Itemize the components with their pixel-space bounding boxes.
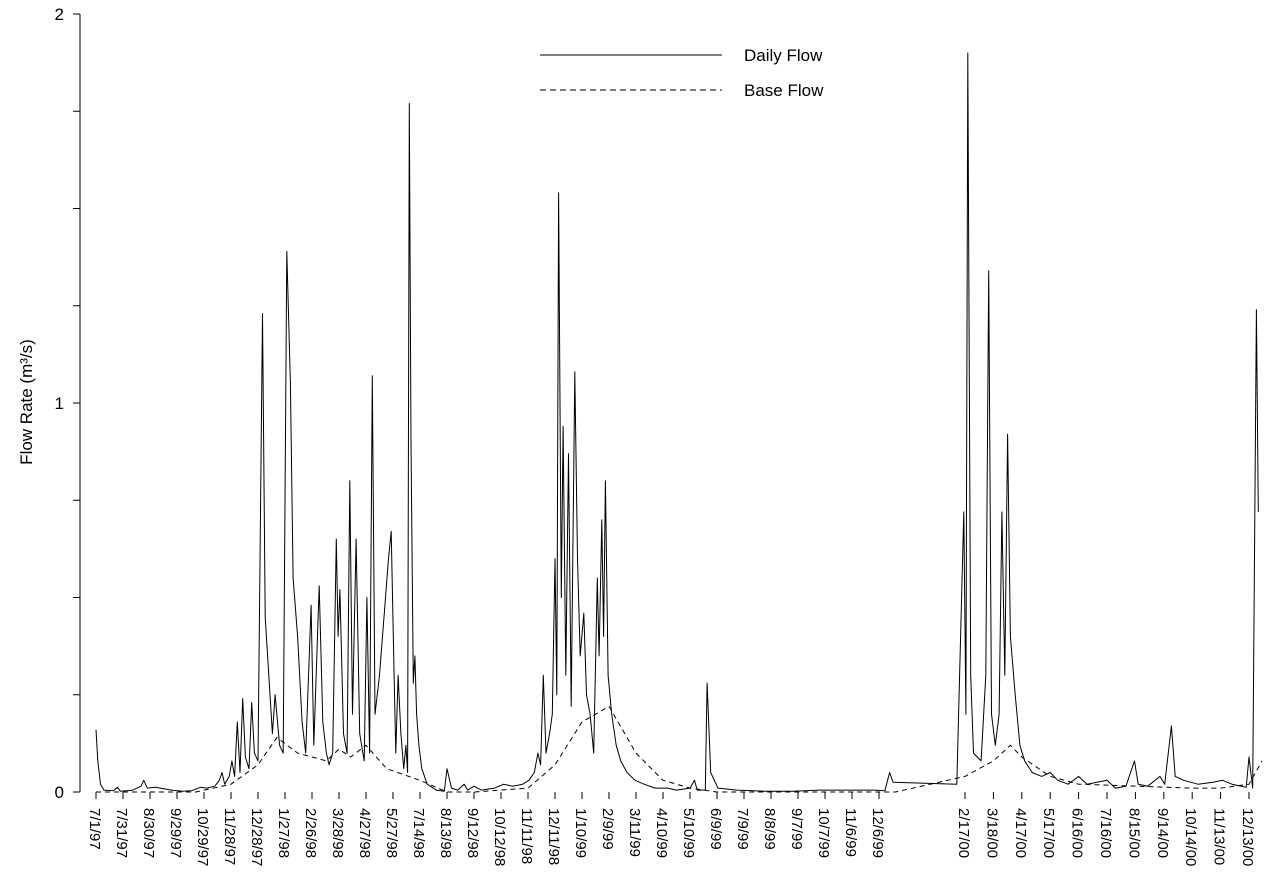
y-tick-label: 1 — [55, 394, 64, 413]
x-tick-label: 4/10/99 — [653, 808, 670, 858]
x-tick-label: 11/28/97 — [221, 808, 238, 865]
x-tick-label: 4/17/00 — [1012, 808, 1029, 858]
x-tick-label: 10/7/99 — [815, 808, 832, 858]
x-tick-label: 7/31/97 — [113, 808, 130, 858]
series-daily-flow-line — [95, 52, 1259, 792]
x-tick-label: 7/9/99 — [734, 808, 751, 850]
x-tick-label: 7/14/98 — [410, 808, 427, 858]
y-tick-label: 2 — [55, 5, 64, 24]
x-tick-label: 2/26/98 — [302, 808, 319, 858]
x-tick-label: 9/7/99 — [788, 808, 805, 850]
x-tick-label: 12/6/99 — [869, 808, 886, 858]
x-tick-label: 9/12/98 — [464, 808, 481, 858]
x-tick-label: 10/12/98 — [491, 808, 508, 866]
x-tick-label: 12/11/98 — [545, 808, 562, 865]
x-tick-label: 8/8/99 — [761, 808, 778, 850]
legend-daily-flow-label: Daily Flow — [744, 46, 823, 65]
x-tick-label: 11/6/99 — [842, 808, 859, 857]
x-tick-label: 10/29/97 — [194, 808, 211, 866]
x-tick-label: 5/27/98 — [383, 808, 400, 858]
x-tick-label: 2/9/99 — [599, 808, 616, 850]
x-tick-label: 12/28/97 — [248, 808, 265, 866]
x-tick-label: 1/10/99 — [572, 808, 589, 858]
x-tick-label: 8/30/97 — [140, 808, 157, 858]
series-base-flow-line — [96, 705, 1263, 793]
x-tick-label: 9/14/00 — [1154, 808, 1171, 858]
x-tick-label: 7/16/00 — [1097, 808, 1114, 858]
x-tick-label: 3/11/99 — [626, 808, 643, 857]
y-tick-label: 0 — [55, 783, 64, 802]
x-tick-label: 3/18/00 — [983, 808, 1000, 858]
x-tick-label: 12/13/00 — [1239, 808, 1256, 866]
x-tick-label: 5/10/99 — [680, 808, 697, 858]
x-tick-label: 2/17/00 — [955, 808, 972, 858]
x-tick-label: 9/29/97 — [167, 808, 184, 858]
x-tick-label: 11/13/00 — [1211, 808, 1228, 865]
legend-base-flow-label: Base Flow — [744, 81, 824, 100]
x-tick-label: 6/16/00 — [1069, 808, 1086, 858]
x-tick-label: 4/27/98 — [356, 808, 373, 858]
x-tick-label: 6/9/99 — [707, 808, 724, 850]
x-tick-label: 1/27/98 — [275, 808, 292, 858]
x-tick-label: 8/13/98 — [437, 808, 454, 858]
x-tick-label: 3/28/98 — [329, 808, 346, 858]
x-tick-label: 7/1/97 — [86, 808, 103, 850]
y-axis-label: Flow Rate (m³/s) — [17, 339, 36, 465]
x-tick-label: 5/17/00 — [1040, 808, 1057, 858]
legend: Daily Flow Base Flow — [540, 46, 824, 100]
x-tick-label: 11/11/98 — [518, 808, 535, 864]
x-tick-label: 8/15/00 — [1125, 808, 1142, 858]
x-tick-label: 10/14/00 — [1182, 808, 1199, 866]
